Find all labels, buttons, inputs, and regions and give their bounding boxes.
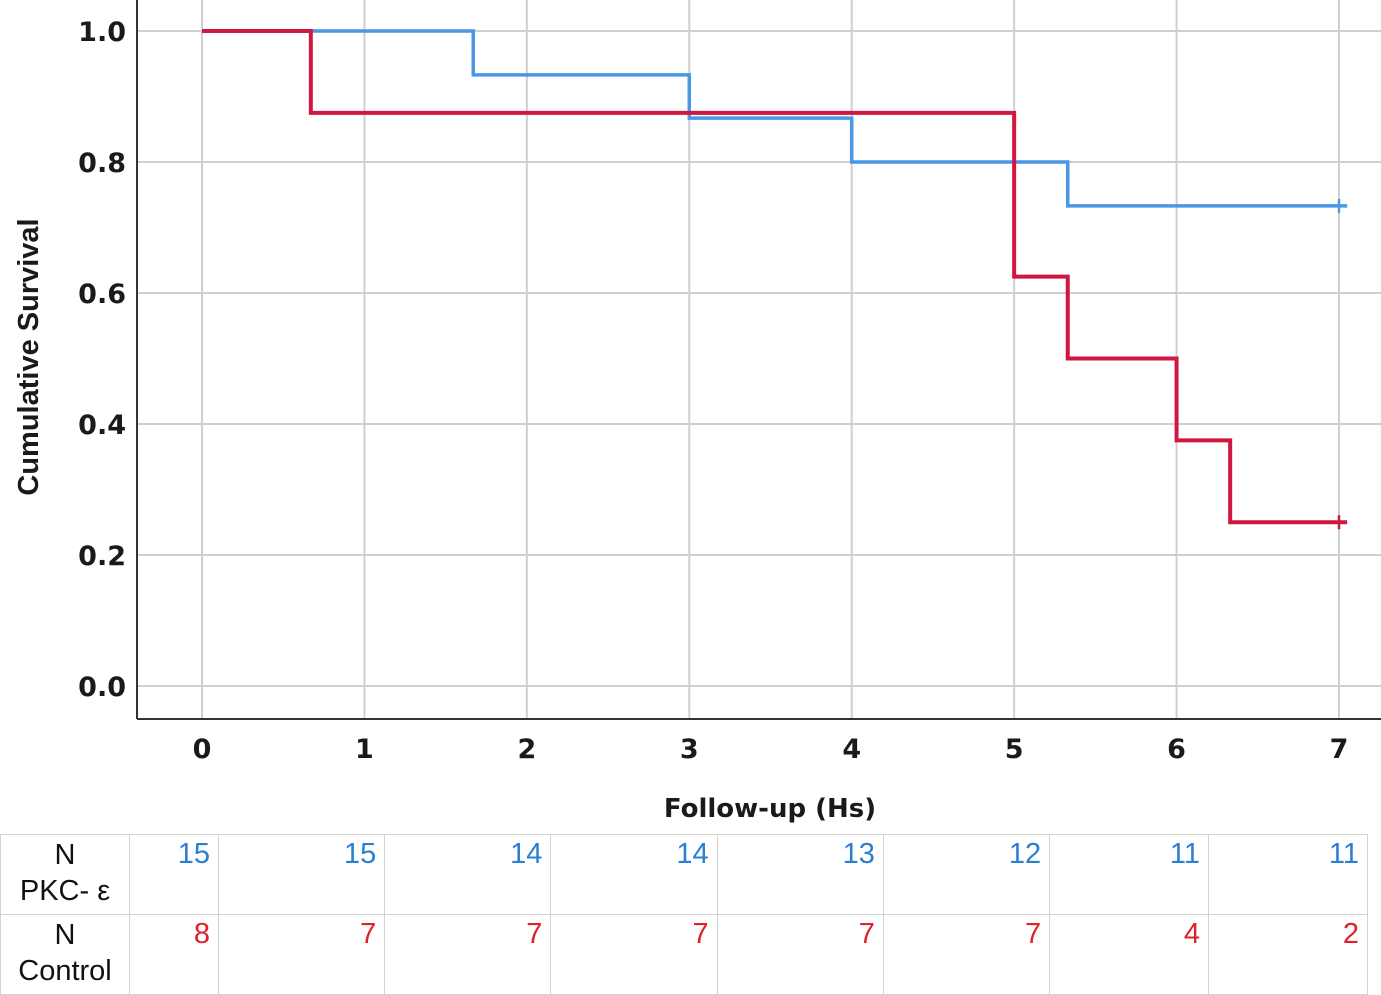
x-tick-label: 7 [1330, 734, 1349, 765]
risk-cell: 7 [882, 914, 1051, 995]
risk-cell: 11 [1049, 834, 1210, 915]
y-tick-label: 0.2 [78, 541, 126, 572]
y-tick-labels: 0.0 0.2 0.4 0.6 0.8 1.0 [78, 17, 126, 703]
y-tick-label: 0.8 [78, 148, 126, 179]
x-tick-label: 1 [355, 734, 374, 765]
risk-row-label: N PKC- ε [0, 834, 130, 915]
y-tick-label: 0.4 [78, 410, 126, 441]
risk-cell: 15 [129, 834, 219, 915]
risk-cell: 14 [384, 834, 552, 915]
risk-cell: 7 [550, 914, 718, 995]
risk-row-pkc: N PKC- ε 15 15 14 14 13 12 11 11 [0, 834, 1368, 915]
x-tick-label: 3 [680, 734, 699, 765]
survival-plot: 0.0 0.2 0.4 0.6 0.8 1.0 0 1 2 3 4 5 6 7 Cumulative S… [13, 0, 1381, 824]
survival-curves [202, 29, 1348, 530]
y-tick-label: 1.0 [78, 17, 126, 48]
risk-cell: 11 [1208, 834, 1368, 915]
risk-cell: 7 [217, 914, 386, 995]
risk-cell: 2 [1208, 914, 1368, 995]
risk-cell: 4 [1049, 914, 1210, 995]
x-tick-label: 4 [842, 734, 861, 765]
survival-curve-0 [202, 29, 1348, 208]
y-axis-title: Cumulative Survival [13, 218, 45, 495]
risk-cell: 12 [882, 834, 1051, 915]
risk-cell: 14 [550, 834, 718, 915]
risk-cell: 7 [384, 914, 552, 995]
risk-cell: 7 [716, 914, 884, 995]
row-label-line2: Control [18, 955, 112, 987]
risk-table: N PKC- ε 15 15 14 14 13 12 11 11 N Contr… [0, 834, 1368, 995]
grid-lines [137, 0, 1381, 719]
y-tick-label: 0.6 [78, 279, 126, 310]
risk-row-label: N Control [0, 914, 130, 995]
x-tick-label: 0 [193, 734, 212, 765]
risk-cell: 13 [716, 834, 884, 915]
row-label-line1: N [54, 839, 76, 871]
row-label-line2: PKC- ε [19, 875, 111, 907]
x-tick-label: 6 [1167, 734, 1186, 765]
x-tick-label: 2 [517, 734, 536, 765]
x-tick-label: 5 [1005, 734, 1024, 765]
survival-curve-1 [202, 29, 1348, 525]
x-axis-title: Follow-up (Hs) [664, 794, 876, 824]
risk-cell: 15 [217, 834, 386, 915]
risk-cell: 8 [129, 914, 219, 995]
risk-row-control: N Control 8 7 7 7 7 7 4 2 [0, 914, 1368, 995]
row-label-line1: N [54, 919, 76, 951]
x-tick-labels: 0 1 2 3 4 5 6 7 [193, 734, 1349, 765]
y-tick-label: 0.0 [78, 672, 126, 703]
